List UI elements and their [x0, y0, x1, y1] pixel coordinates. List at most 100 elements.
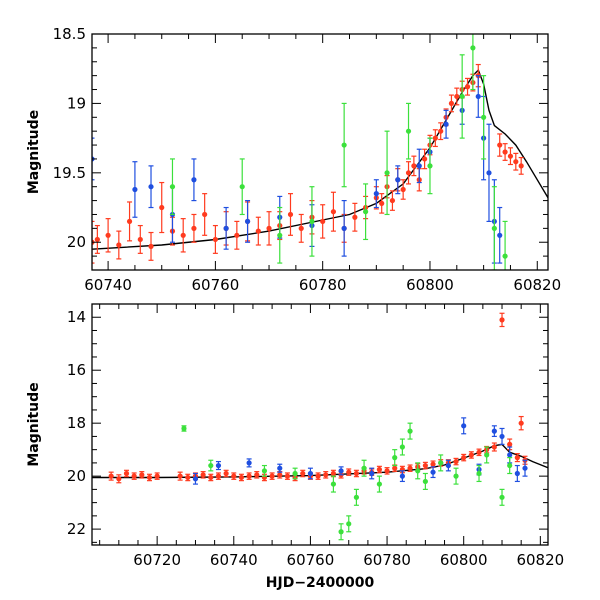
data-point: [277, 465, 283, 471]
data-point: [430, 461, 436, 467]
data-point: [309, 218, 315, 225]
data-point: [94, 236, 100, 243]
data-point: [497, 142, 503, 148]
data-point: [448, 100, 455, 107]
data-point: [518, 163, 524, 169]
data-point: [513, 159, 519, 165]
data-point: [499, 494, 505, 500]
x-tick-label: 60760: [287, 551, 335, 569]
data-point: [261, 468, 268, 474]
data-point: [212, 236, 218, 243]
data-point: [239, 184, 245, 190]
data-point: [284, 473, 291, 479]
data-point: [453, 458, 459, 465]
data-point: [507, 441, 513, 447]
data-point: [384, 170, 390, 176]
data-point: [405, 170, 412, 176]
data-point: [177, 473, 183, 479]
data-point: [427, 163, 433, 169]
data-point: [277, 232, 283, 238]
y-axis-label: Magnitude: [26, 382, 42, 466]
data-point: [470, 45, 476, 51]
data-point: [300, 470, 306, 477]
data-point: [307, 470, 314, 477]
data-point: [254, 472, 260, 478]
data-point: [502, 149, 508, 155]
data-point: [373, 191, 379, 197]
data-point: [287, 211, 294, 218]
data-point: [399, 444, 405, 450]
data-point: [215, 473, 222, 479]
data-point: [454, 93, 460, 100]
data-point: [131, 473, 137, 479]
data-point: [502, 253, 508, 259]
data-point: [395, 177, 401, 183]
data-point: [292, 470, 298, 477]
x-tick-label: 60820: [516, 551, 564, 569]
data-point: [215, 462, 222, 469]
data-point: [180, 232, 186, 238]
data-point: [208, 462, 214, 469]
x-tick-label: 60740: [210, 551, 258, 569]
y-tick-label: 20: [67, 467, 86, 485]
x-tick-label: 60780: [363, 551, 411, 569]
data-point: [422, 478, 428, 485]
data-point: [246, 460, 252, 466]
series-2: [169, 34, 508, 270]
x-tick-label: 60800: [440, 551, 488, 569]
data-point: [338, 468, 344, 474]
data-point: [148, 184, 154, 190]
data-point: [422, 462, 428, 469]
series-2: [181, 422, 513, 541]
data-point: [202, 211, 208, 218]
data-point: [231, 473, 237, 479]
data-point: [353, 470, 360, 477]
data-point: [298, 225, 304, 231]
data-point: [407, 428, 413, 434]
x-tick-label: 60800: [406, 276, 454, 294]
data-point: [185, 474, 191, 481]
data-point: [432, 135, 438, 141]
data-point: [476, 449, 482, 455]
plot-area: [92, 34, 548, 270]
data-point: [475, 93, 481, 100]
data-point: [486, 170, 492, 176]
data-point: [497, 232, 503, 238]
x-axis-label: HJD−2400000: [266, 575, 375, 591]
data-point: [499, 317, 505, 323]
data-point: [430, 469, 436, 475]
data-point: [246, 473, 252, 479]
data-point: [376, 466, 382, 473]
data-point: [105, 232, 111, 238]
data-point: [476, 470, 482, 477]
data-point: [200, 472, 206, 478]
data-point: [269, 473, 275, 479]
data-point: [491, 225, 497, 231]
data-point: [507, 153, 514, 159]
series-0: [108, 312, 528, 484]
series-0: [92, 63, 524, 264]
data-point: [116, 476, 122, 482]
data-point: [361, 465, 367, 471]
y-tick-label: 22: [67, 520, 86, 538]
y-tick-label: 14: [67, 308, 86, 326]
data-point: [320, 218, 326, 225]
data-point: [416, 163, 422, 169]
data-point: [459, 93, 465, 100]
data-point: [139, 472, 145, 478]
data-point: [468, 452, 474, 458]
data-point: [518, 420, 524, 426]
data-point: [223, 470, 229, 477]
data-point: [223, 225, 229, 231]
data-point: [363, 209, 369, 215]
data-point: [238, 474, 245, 481]
data-point: [407, 465, 413, 471]
data-point: [169, 184, 176, 190]
data-point: [411, 163, 417, 169]
data-point: [137, 236, 143, 243]
data-point: [389, 197, 396, 204]
data-point: [346, 521, 352, 527]
data-point: [234, 232, 240, 238]
data-point: [181, 425, 187, 432]
data-point: [453, 473, 459, 479]
